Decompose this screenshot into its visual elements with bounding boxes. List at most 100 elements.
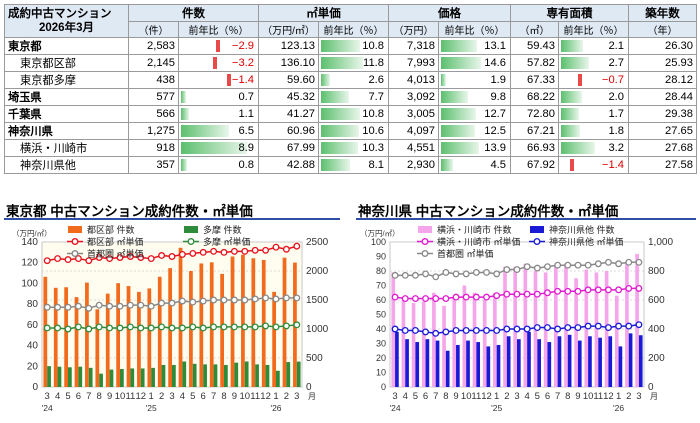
line-point (432, 295, 440, 302)
legend-label: 神奈川県他 件数 (549, 224, 615, 235)
legend-swatch (71, 238, 79, 245)
right-tick-label: 600 (648, 295, 665, 306)
bar (74, 297, 79, 387)
line-point (523, 290, 531, 298)
yoy-value: 1.9 (490, 74, 506, 86)
line-point (503, 325, 511, 333)
bar (130, 368, 135, 387)
line-point (594, 286, 602, 294)
yoy-value: 1.8 (608, 125, 624, 137)
bar (506, 336, 511, 387)
age-value: 26.30 (628, 37, 697, 55)
x-tick-label: 12 (260, 391, 271, 402)
yoy-value: 0.7 (238, 91, 254, 103)
legend-swatch (421, 250, 429, 257)
yoy-bar (215, 40, 220, 52)
left-tick-label: 60 (27, 320, 39, 331)
line-point (493, 292, 501, 300)
row-name: 千葉県 (4, 105, 129, 123)
legend-label: 神奈川県他 ㎡単価 (549, 236, 624, 247)
right-tick-label: 1,000 (648, 237, 673, 248)
legend-label: 都区部 件数 (87, 224, 135, 235)
right-tick-label: 1000 (306, 324, 329, 335)
line-point (116, 324, 124, 332)
yoy-bar (561, 108, 579, 120)
price-value: 4,551 (388, 139, 439, 157)
x-tick-label: 1 (494, 391, 499, 402)
line-point (483, 269, 490, 276)
unit-label: （㎡） (510, 21, 559, 38)
area-value: 68.22 (510, 88, 559, 106)
yoy-bar (181, 108, 190, 120)
bar (272, 291, 276, 387)
bar (213, 364, 218, 387)
bar (276, 370, 280, 387)
count-value: 357 (128, 156, 179, 174)
line-point (584, 261, 592, 269)
yoy-bar (441, 142, 480, 154)
right-tick-label: 0 (306, 382, 312, 393)
yoy-bar (181, 159, 187, 171)
year-label: '24 (390, 403, 401, 413)
legend-swatch (187, 238, 195, 245)
bar (85, 282, 89, 387)
yoy-value: 8.9 (238, 142, 254, 154)
line-point (554, 261, 562, 269)
left-tick-label: 100 (21, 278, 38, 289)
bar (401, 300, 406, 387)
line-point (615, 260, 623, 268)
year-label: '26 (613, 403, 624, 413)
bar (574, 278, 578, 387)
bar (265, 364, 270, 387)
age-value: 27.68 (628, 139, 697, 157)
bar (282, 257, 287, 387)
line-point (199, 248, 207, 256)
line-point (95, 301, 103, 309)
x-tick-label: 8 (221, 391, 226, 402)
bar (178, 247, 183, 387)
line-point (126, 301, 134, 309)
line-point (43, 303, 51, 311)
x-tick-label: 7 (555, 391, 560, 402)
bar (95, 309, 100, 387)
line-point (564, 261, 572, 269)
line-point (178, 324, 186, 332)
line-point (241, 323, 249, 331)
line-point (493, 326, 501, 334)
bar (517, 339, 521, 387)
bar (635, 253, 639, 387)
line-point (64, 325, 72, 333)
bar (109, 369, 114, 387)
yoy-bar (561, 91, 582, 103)
x-unit-label: 月 (650, 392, 658, 401)
x-tick-label: 2 (284, 391, 289, 402)
yoy-bar (181, 125, 230, 137)
price-value: 4,097 (388, 122, 439, 140)
x-tick-label: 6 (423, 391, 428, 402)
left-axis-unit: （万円/㎡） (12, 229, 52, 238)
header-price: 価格 (388, 4, 511, 22)
x-tick-label: 2 (626, 391, 631, 402)
x-tick-label: 1 (273, 391, 278, 402)
yoy-bar (321, 159, 351, 171)
legend-label: 横浜・川崎市 件数 (437, 224, 512, 235)
area-yoy: 2.0 (558, 88, 629, 106)
price-yoy: 12.7 (438, 105, 511, 123)
line-point (282, 294, 290, 302)
line-point (189, 298, 197, 306)
x-tick-label: 3 (636, 391, 641, 402)
count-yoy: 0.8 (178, 156, 259, 174)
unit-label: 前年比（％） (558, 21, 629, 38)
area-value: 72.80 (510, 105, 559, 123)
bar (140, 368, 145, 387)
line-point (625, 322, 633, 330)
line-point (230, 247, 238, 255)
x-tick-label: 5 (65, 391, 70, 402)
legend-label: 首都圏 ㎡単価 (437, 248, 494, 259)
line-point (472, 293, 480, 301)
x-tick-label: 10 (115, 391, 126, 402)
yoy-value: 10.6 (362, 125, 384, 137)
bar (224, 364, 228, 387)
x-tick-label: 9 (453, 391, 458, 402)
